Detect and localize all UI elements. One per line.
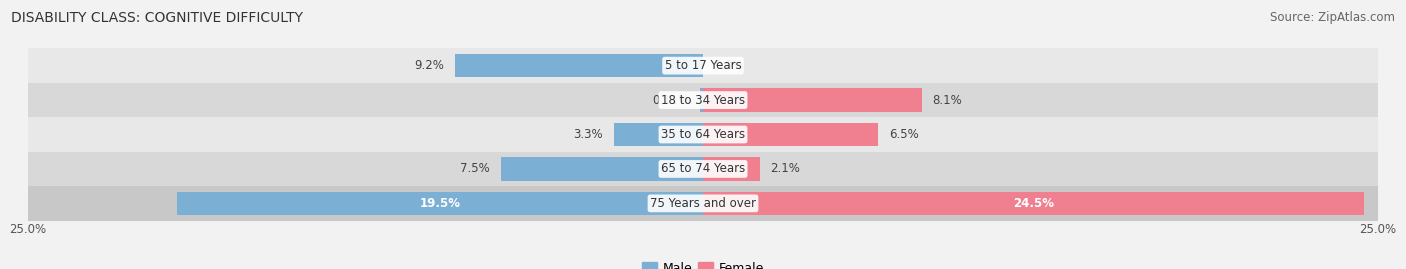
Bar — [614, 123, 703, 146]
Text: 18 to 34 Years: 18 to 34 Years — [661, 94, 745, 107]
Text: 5 to 17 Years: 5 to 17 Years — [665, 59, 741, 72]
Bar — [28, 152, 1378, 186]
Bar — [28, 117, 1378, 152]
Text: 8.1%: 8.1% — [932, 94, 962, 107]
Text: 7.5%: 7.5% — [460, 162, 489, 175]
Text: 75 Years and over: 75 Years and over — [650, 197, 756, 210]
Bar — [703, 192, 1364, 215]
Bar — [28, 83, 1378, 117]
Text: 65 to 74 Years: 65 to 74 Years — [661, 162, 745, 175]
Text: 2.1%: 2.1% — [770, 162, 800, 175]
Legend: Male, Female: Male, Female — [637, 257, 769, 269]
Text: 0.0%: 0.0% — [714, 59, 744, 72]
Text: 9.2%: 9.2% — [413, 59, 444, 72]
Text: 0.11%: 0.11% — [652, 94, 689, 107]
Bar — [177, 192, 703, 215]
Text: 24.5%: 24.5% — [1014, 197, 1054, 210]
Bar — [700, 88, 703, 112]
Text: 35 to 64 Years: 35 to 64 Years — [661, 128, 745, 141]
Bar — [454, 54, 703, 77]
Text: Source: ZipAtlas.com: Source: ZipAtlas.com — [1270, 11, 1395, 24]
Bar — [703, 88, 922, 112]
Bar — [703, 123, 879, 146]
Text: 3.3%: 3.3% — [574, 128, 603, 141]
Bar — [703, 157, 759, 181]
Bar — [28, 186, 1378, 221]
Bar — [28, 48, 1378, 83]
Text: 6.5%: 6.5% — [889, 128, 920, 141]
Text: DISABILITY CLASS: COGNITIVE DIFFICULTY: DISABILITY CLASS: COGNITIVE DIFFICULTY — [11, 11, 304, 25]
Bar — [501, 157, 703, 181]
Text: 19.5%: 19.5% — [419, 197, 460, 210]
